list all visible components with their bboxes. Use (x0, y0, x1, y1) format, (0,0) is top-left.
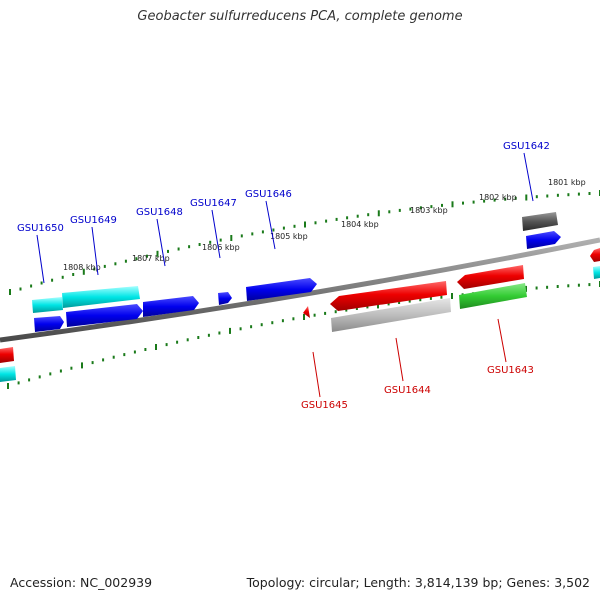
feature-edge-right-cyan[interactable] (593, 266, 600, 279)
gene-label-gsu1644[interactable]: GSU1644 (384, 385, 431, 396)
features-forward (32, 212, 561, 332)
leader-gsu1642 (523, 152, 534, 202)
feature-gsu1644-gene[interactable] (331, 298, 451, 332)
feature-gsu1649-gene[interactable] (62, 286, 140, 308)
feature-gsu1649-cds[interactable] (66, 304, 143, 327)
feature-gsu1642-gene[interactable] (522, 212, 558, 231)
tick-label-1808: 1808 kbp (63, 263, 101, 272)
gene-label-gsu1648[interactable]: GSU1648 (136, 207, 183, 218)
leader-gsu1649 (91, 226, 99, 276)
leader-gsu1648 (156, 218, 166, 267)
feature-gsu1650-gene[interactable] (32, 297, 63, 313)
tick-label-1806: 1806 kbp (202, 243, 240, 252)
map-title: Geobacter sulfurreducens PCA, complete g… (137, 9, 463, 24)
feature-gsu1650-cds[interactable] (34, 316, 64, 332)
upper-scale-ticks (9, 190, 600, 295)
leader-gsu1643 (497, 318, 507, 363)
feature-edge-left-cyan[interactable] (0, 366, 16, 382)
feature-gsu1643-gene[interactable] (459, 283, 527, 309)
tick-label-1803: 1803 kbp (410, 206, 448, 215)
genome-summary-text: Topology: circular; Length: 3,814,139 bp… (246, 575, 590, 590)
feature-edge-right-red[interactable] (590, 248, 600, 262)
feature-gsu1645-cds[interactable] (303, 306, 310, 318)
tick-label-1802: 1802 kbp (479, 193, 517, 202)
accession-text: Accession: NC_002939 (10, 575, 153, 590)
feature-gsu1646-cds[interactable] (246, 278, 317, 301)
leader-gsu1650 (36, 234, 45, 284)
leader-gsu1645 (312, 351, 321, 398)
leader-gsu1644 (395, 337, 404, 382)
gene-label-gsu1647[interactable]: GSU1647 (190, 198, 237, 209)
gene-label-gsu1645[interactable]: GSU1645 (301, 400, 348, 411)
feature-edge-left-red[interactable] (0, 347, 14, 363)
tick-label-1801: 1801 kbp (548, 178, 586, 187)
feature-gsu1648-cds[interactable] (143, 296, 199, 317)
gene-label-gsu1646[interactable]: GSU1646 (245, 189, 292, 200)
gene-label-gsu1642[interactable]: GSU1642 (503, 141, 550, 152)
tick-label-1804: 1804 kbp (341, 220, 379, 229)
feature-gsu1644-cds[interactable] (330, 281, 447, 311)
feature-gsu1642-cds[interactable] (526, 231, 561, 249)
genome-backbone (0, 237, 600, 343)
feature-gsu1643-cds[interactable] (457, 265, 524, 289)
tick-label-1805: 1805 kbp (270, 232, 308, 241)
leader-gsu1646 (265, 200, 276, 250)
leader-gsu1647 (211, 209, 221, 259)
features-reverse (303, 265, 527, 332)
tick-label-1807: 1807 kbp (132, 254, 170, 263)
gene-label-gsu1649[interactable]: GSU1649 (70, 215, 117, 226)
feature-gsu1647-cds[interactable] (218, 292, 232, 305)
gene-label-gsu1643[interactable]: GSU1643 (487, 365, 534, 376)
gene-label-gsu1650[interactable]: GSU1650 (17, 223, 64, 234)
features-edge (0, 248, 600, 382)
